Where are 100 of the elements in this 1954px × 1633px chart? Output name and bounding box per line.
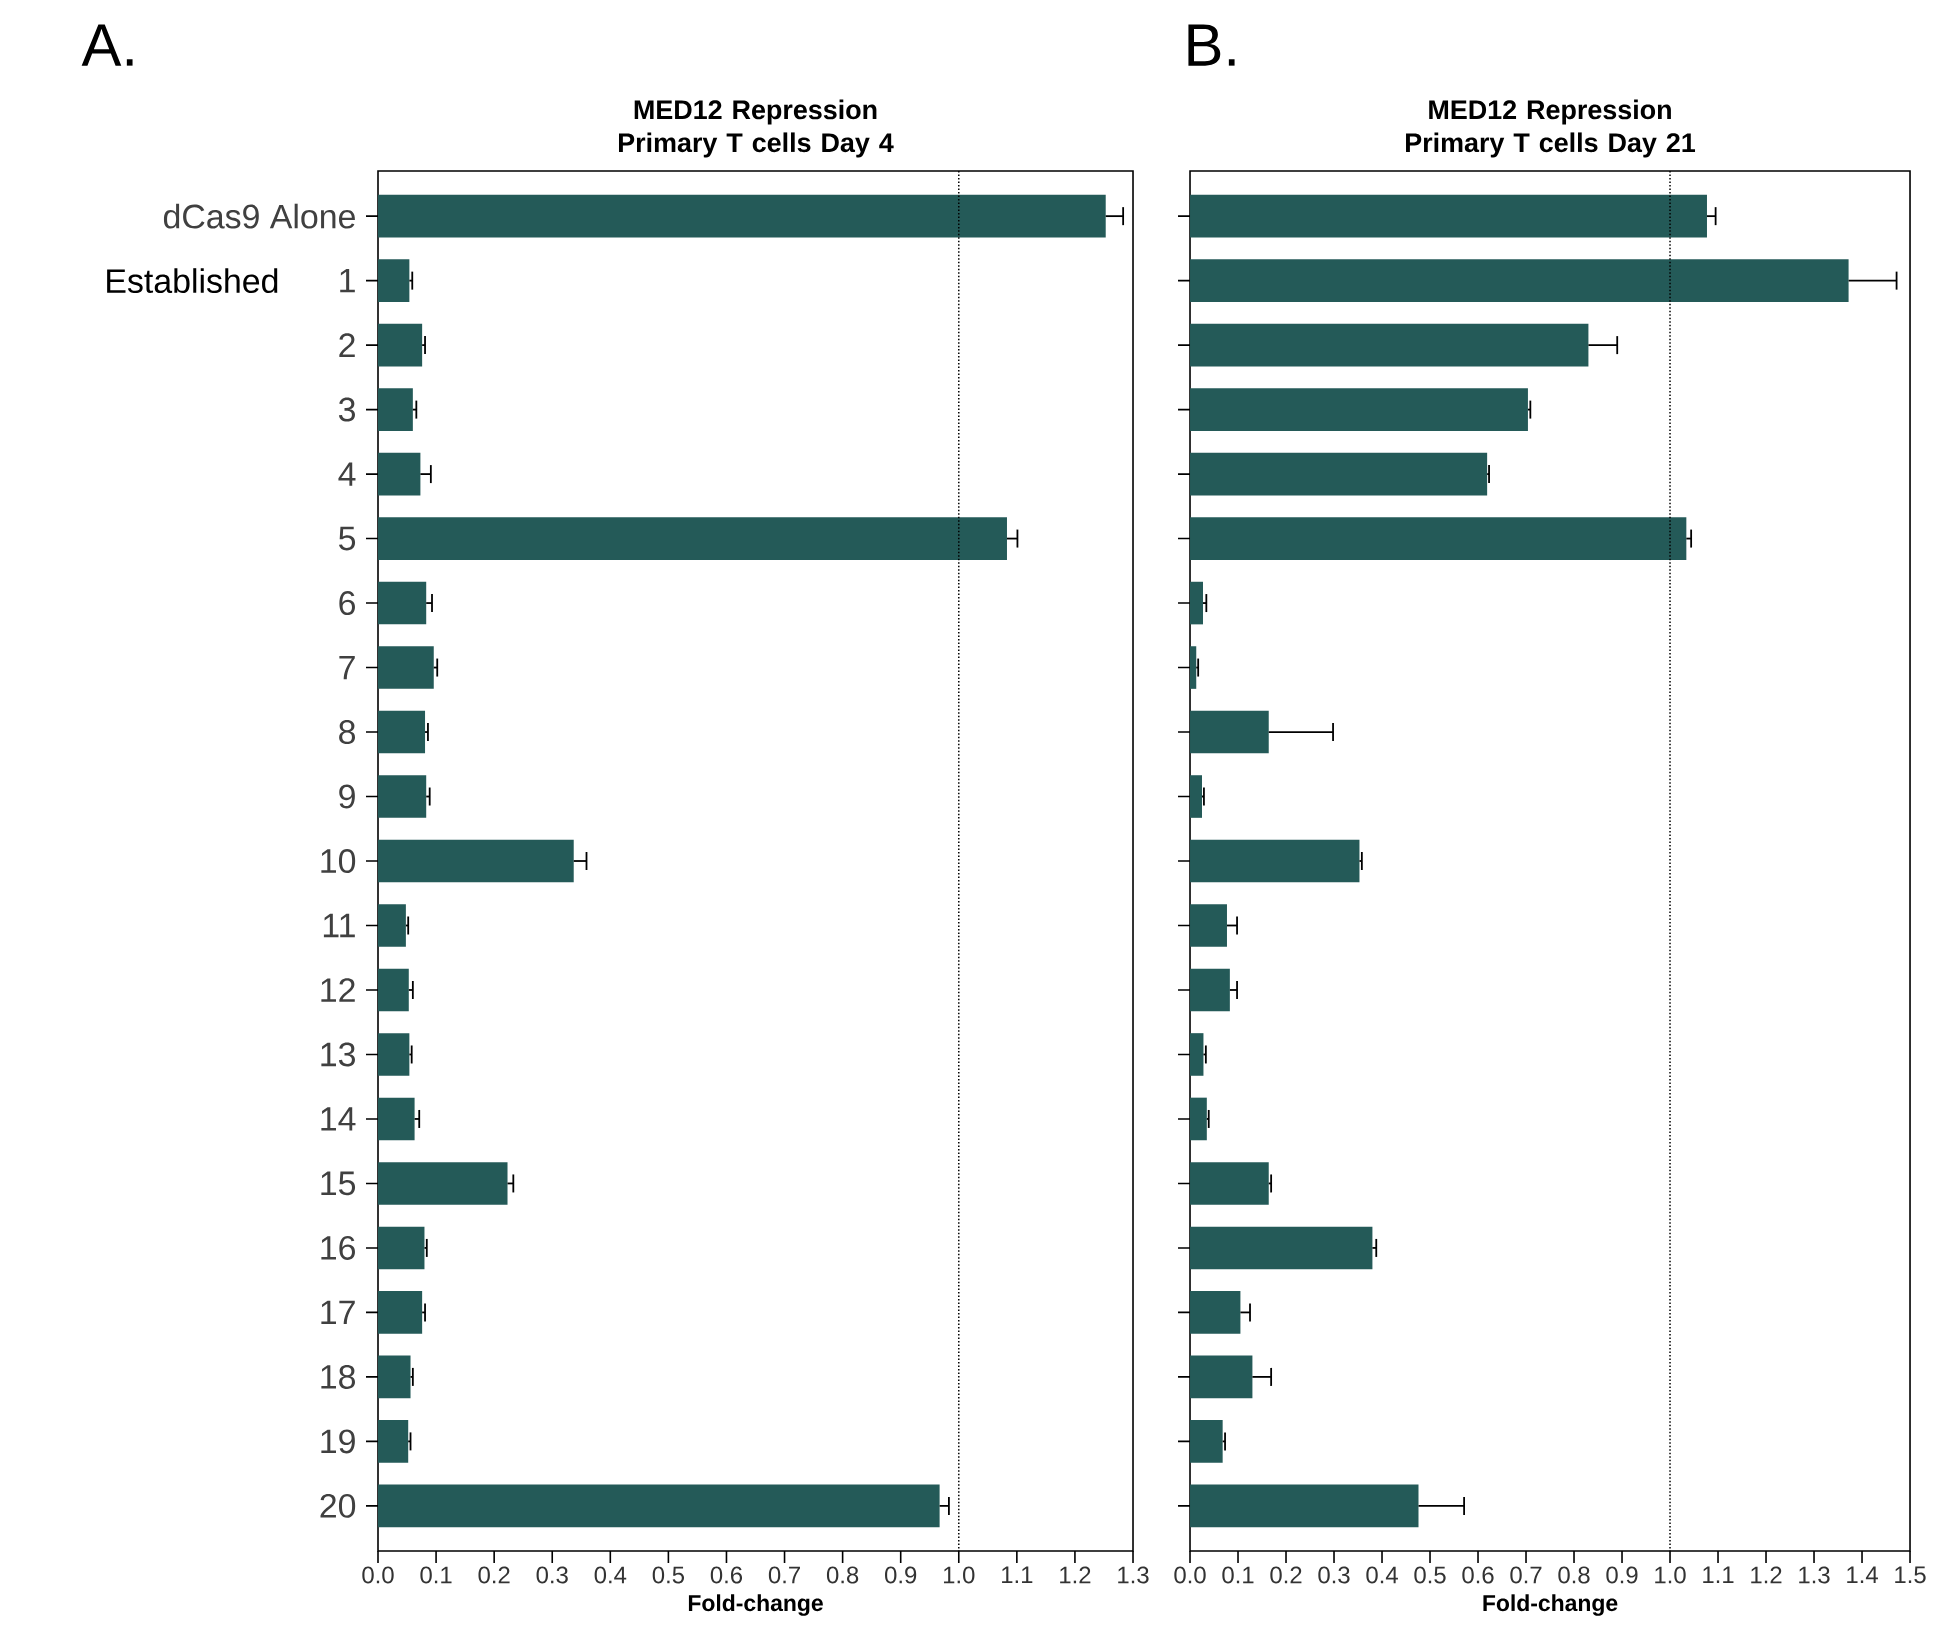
bar [1190, 581, 1203, 625]
text: A. [81, 24, 133, 66]
chart-title: MED12 Repression Primary T cells Day 4 [618, 99, 894, 158]
bar [378, 1291, 423, 1334]
x-tick-label: 0.7 [768, 1566, 800, 1584]
y-tick-label: 11 [323, 913, 355, 938]
bar [378, 1226, 425, 1270]
bar [1190, 1291, 1241, 1334]
bar [378, 904, 406, 947]
y-tick-label: 19 [321, 1429, 355, 1454]
chart-title: MED12 Repression Primary T cells Day 21 [1406, 99, 1696, 158]
bar [378, 839, 574, 883]
y-tick-label: 16 [321, 1235, 355, 1260]
y-tick-label: 20 [320, 1493, 356, 1518]
bar [1190, 904, 1227, 947]
y-tick-label: 13 [321, 1042, 355, 1067]
bar [1190, 1162, 1269, 1205]
x-tick-label: 0.8 [826, 1566, 859, 1584]
bar [1190, 452, 1488, 496]
x-tick-label: 0.9 [885, 1566, 917, 1584]
x-tick-label: 0.6 [1462, 1566, 1494, 1584]
y-tick-label: 3 [338, 397, 355, 422]
bar [378, 1097, 415, 1141]
bar [1190, 1033, 1204, 1076]
bar [378, 194, 1106, 238]
x-tick-label: 1.1 [1002, 1566, 1033, 1583]
bar [1190, 710, 1269, 754]
bar [378, 1484, 940, 1528]
y-tick-label: 2 [339, 333, 355, 357]
bar [1190, 1097, 1207, 1141]
x-axis-title: Fold-change [1483, 1594, 1618, 1616]
bar [378, 323, 423, 367]
bar [378, 646, 434, 689]
x-tick-label: 0.2 [1270, 1566, 1302, 1584]
x-tick-label: 0.1 [420, 1566, 452, 1584]
bar [1190, 1355, 1253, 1399]
bar [378, 710, 426, 754]
bar [1190, 646, 1197, 689]
y-tick-label: 6 [339, 591, 355, 616]
bar [378, 259, 410, 302]
x-tick-label: 0.7 [1510, 1566, 1542, 1584]
bar [378, 1033, 410, 1076]
x-tick-label: 0.3 [536, 1566, 568, 1584]
bar [1190, 839, 1360, 883]
x-tick-label: 0.5 [652, 1566, 685, 1584]
x-tick-label: 1.3 [1118, 1566, 1149, 1584]
x-tick-label: 1.4 [1847, 1566, 1878, 1583]
x-tick-label: 0.1 [1222, 1566, 1254, 1584]
x-tick-label: 0.6 [710, 1566, 743, 1584]
bar [1190, 775, 1203, 818]
x-tick-label: 1.3 [1799, 1566, 1830, 1584]
x-tick-label: 0.3 [1318, 1566, 1350, 1584]
x-tick-label: 1.1 [1703, 1566, 1734, 1583]
x-tick-label: 0.2 [478, 1566, 510, 1584]
y-tick-label: 7 [339, 655, 355, 680]
bar [378, 1420, 409, 1463]
x-tick-label: 0.9 [1606, 1566, 1638, 1584]
bar [378, 452, 421, 496]
y-tick-label: 1 [340, 268, 355, 293]
x-tick-label: 0.0 [1174, 1566, 1206, 1584]
y-tick-label: 8 [339, 720, 356, 745]
text: B. [1188, 24, 1235, 66]
bar [1190, 1226, 1373, 1270]
bar [1190, 388, 1528, 431]
bar [1190, 323, 1589, 367]
bar [1190, 517, 1687, 560]
y-tick-label: 17 [321, 1300, 355, 1325]
x-tick-label: 1.0 [1655, 1566, 1686, 1584]
bar [1190, 194, 1707, 238]
bar [1190, 259, 1849, 302]
bar [1190, 1420, 1223, 1463]
text: Established [107, 268, 278, 294]
bar [378, 581, 427, 625]
bar [378, 968, 409, 1012]
y-tick-label: 4 [338, 462, 356, 486]
y-tick-label: 18 [321, 1364, 356, 1389]
bar [378, 388, 413, 431]
y-tick-label: 14 [321, 1107, 356, 1131]
x-tick-label: 0.0 [362, 1566, 394, 1584]
y-tick-label: dCas9 Alone [163, 203, 355, 229]
y-tick-label: 12 [321, 978, 355, 1002]
x-tick-label: 0.5 [1414, 1566, 1446, 1584]
x-tick-label: 1.0 [943, 1566, 975, 1584]
y-tick-label: 15 [321, 1171, 356, 1196]
bar [378, 517, 1007, 560]
x-tick-label: 1.5 [1895, 1566, 1926, 1584]
y-tick-label: 10 [321, 849, 356, 873]
bar [1190, 968, 1230, 1012]
x-tick-label: 0.8 [1558, 1566, 1590, 1584]
bar [378, 1355, 411, 1399]
x-tick-label: 1.2 [1060, 1566, 1091, 1584]
bar [1190, 1484, 1419, 1528]
x-axis-title: Fold-change [688, 1594, 823, 1616]
bar [378, 775, 427, 818]
x-tick-label: 0.4 [1366, 1566, 1398, 1584]
y-tick-label: 9 [339, 784, 355, 809]
y-tick-label: 5 [339, 526, 356, 551]
x-tick-label: 0.4 [594, 1566, 627, 1584]
x-tick-label: 1.2 [1751, 1566, 1782, 1584]
bar [378, 1162, 508, 1205]
